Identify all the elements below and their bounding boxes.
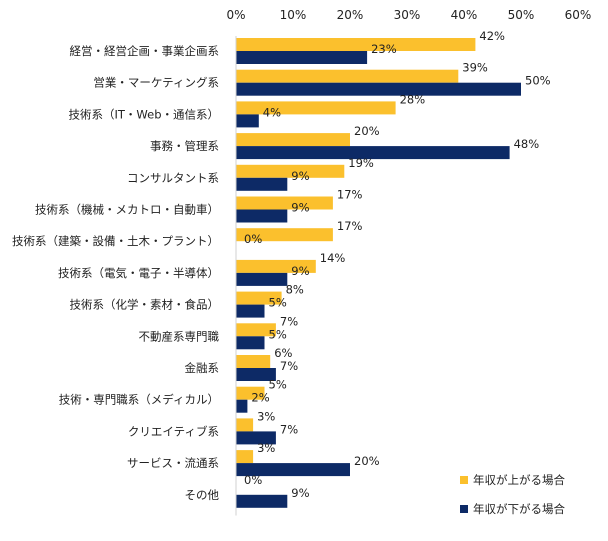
bar-decrease — [236, 463, 350, 477]
bar-decrease — [236, 431, 276, 445]
x-tick-label: 0% — [226, 8, 245, 22]
bar-increase — [236, 418, 254, 432]
bar-decrease — [236, 272, 288, 286]
bar-decrease — [236, 146, 510, 160]
data-label: 17% — [337, 219, 363, 233]
data-label: 28% — [400, 92, 426, 106]
bar-decrease — [236, 494, 288, 508]
data-label: 3% — [257, 409, 275, 423]
bar-decrease — [236, 304, 265, 318]
category-label: その他 — [185, 488, 220, 502]
bar-increase — [236, 196, 333, 210]
data-label: 20% — [354, 124, 380, 138]
x-tick-label: 20% — [337, 8, 364, 22]
bar-decrease — [236, 368, 276, 381]
data-label: 14% — [320, 251, 346, 265]
data-label: 50% — [525, 74, 551, 88]
bar-increase — [236, 133, 350, 147]
bar-increase — [236, 291, 282, 305]
category-label: 技術系（建築・設備・土木・プラント） — [12, 234, 219, 248]
bar-increase — [236, 38, 476, 51]
x-tick-label: 40% — [451, 8, 478, 22]
bar-increase — [236, 355, 271, 368]
category-label: 技術系（機械・メカトロ・自動車） — [35, 203, 219, 217]
bar-decrease — [236, 114, 259, 128]
bar-increase — [236, 69, 459, 83]
data-label: 4% — [263, 105, 281, 119]
bar-increase — [236, 386, 265, 400]
data-label: 9% — [291, 201, 309, 215]
data-label: 19% — [348, 156, 374, 170]
data-label: 42% — [479, 29, 505, 43]
data-label: 9% — [291, 264, 309, 278]
data-label: 9% — [291, 169, 309, 183]
category-label: 技術系（電気・電子・半導体） — [58, 266, 219, 280]
bar-decrease — [236, 399, 248, 413]
category-label: 不動産系専門職 — [139, 329, 220, 343]
category-label: クリエイティブ系 — [128, 424, 219, 438]
bar-decrease — [236, 177, 288, 191]
category-label: サービス・流通系 — [127, 456, 219, 470]
x-tick-label: 60% — [565, 8, 592, 22]
category-label: 事務・管理系 — [150, 139, 219, 153]
category-label: 営業・マーケティング系 — [93, 76, 219, 90]
data-label: 3% — [257, 441, 275, 455]
data-label: 17% — [337, 188, 363, 202]
data-label: 23% — [371, 42, 397, 56]
data-label: 20% — [354, 454, 380, 468]
data-label: 9% — [291, 486, 309, 500]
bars — [236, 38, 521, 508]
data-label: 0% — [244, 232, 262, 246]
bar-decrease — [236, 51, 368, 64]
category-label: 技術・専門職系（メディカル） — [59, 393, 219, 407]
data-label: 6% — [274, 346, 292, 360]
bar-increase — [236, 323, 276, 337]
x-tick-label: 50% — [508, 8, 535, 22]
bar-decrease — [236, 336, 265, 350]
category-label: 経営・経営企画・事業企画系 — [70, 44, 220, 58]
data-label: 0% — [244, 473, 262, 487]
data-label: 5% — [269, 327, 287, 341]
bar-increase — [236, 228, 333, 242]
bar-increase — [236, 101, 396, 115]
value-labels: 42% 23% 39% 50% 28% 4% 20% 48% 19% 9% 17% 9% 17% 0% 14… — [244, 29, 551, 500]
bar-decrease — [236, 209, 288, 223]
category-label: 金融系 — [185, 361, 220, 375]
data-label: 5% — [269, 296, 287, 310]
legend-label: 年収が上がる場合 — [473, 473, 565, 487]
legend-swatch — [460, 476, 468, 484]
bar-increase — [236, 450, 254, 464]
legend-label: 年収が下がる場合 — [473, 502, 565, 516]
x-tick-label: 10% — [280, 8, 307, 22]
data-label: 2% — [251, 391, 269, 405]
data-label: 7% — [280, 314, 298, 328]
bar-decrease — [236, 82, 521, 96]
data-label: 39% — [462, 61, 488, 75]
category-label: コンサルタント系 — [127, 171, 219, 185]
data-label: 7% — [280, 359, 298, 373]
category-label: 技術系（化学・素材・食品） — [70, 298, 220, 312]
bar-increase — [236, 164, 345, 178]
data-label: 5% — [269, 378, 287, 392]
legend-swatch — [460, 505, 468, 513]
x-tick-label: 30% — [394, 8, 421, 22]
data-label: 48% — [514, 137, 540, 151]
x-axis-ticks: 0% 10% 20% 30% 40% 50% 60% — [226, 8, 591, 22]
data-label: 8% — [286, 283, 304, 297]
data-label: 7% — [280, 422, 298, 436]
bar-increase — [236, 259, 316, 273]
category-label: 技術系（IT・Web・通信系） — [69, 107, 220, 121]
